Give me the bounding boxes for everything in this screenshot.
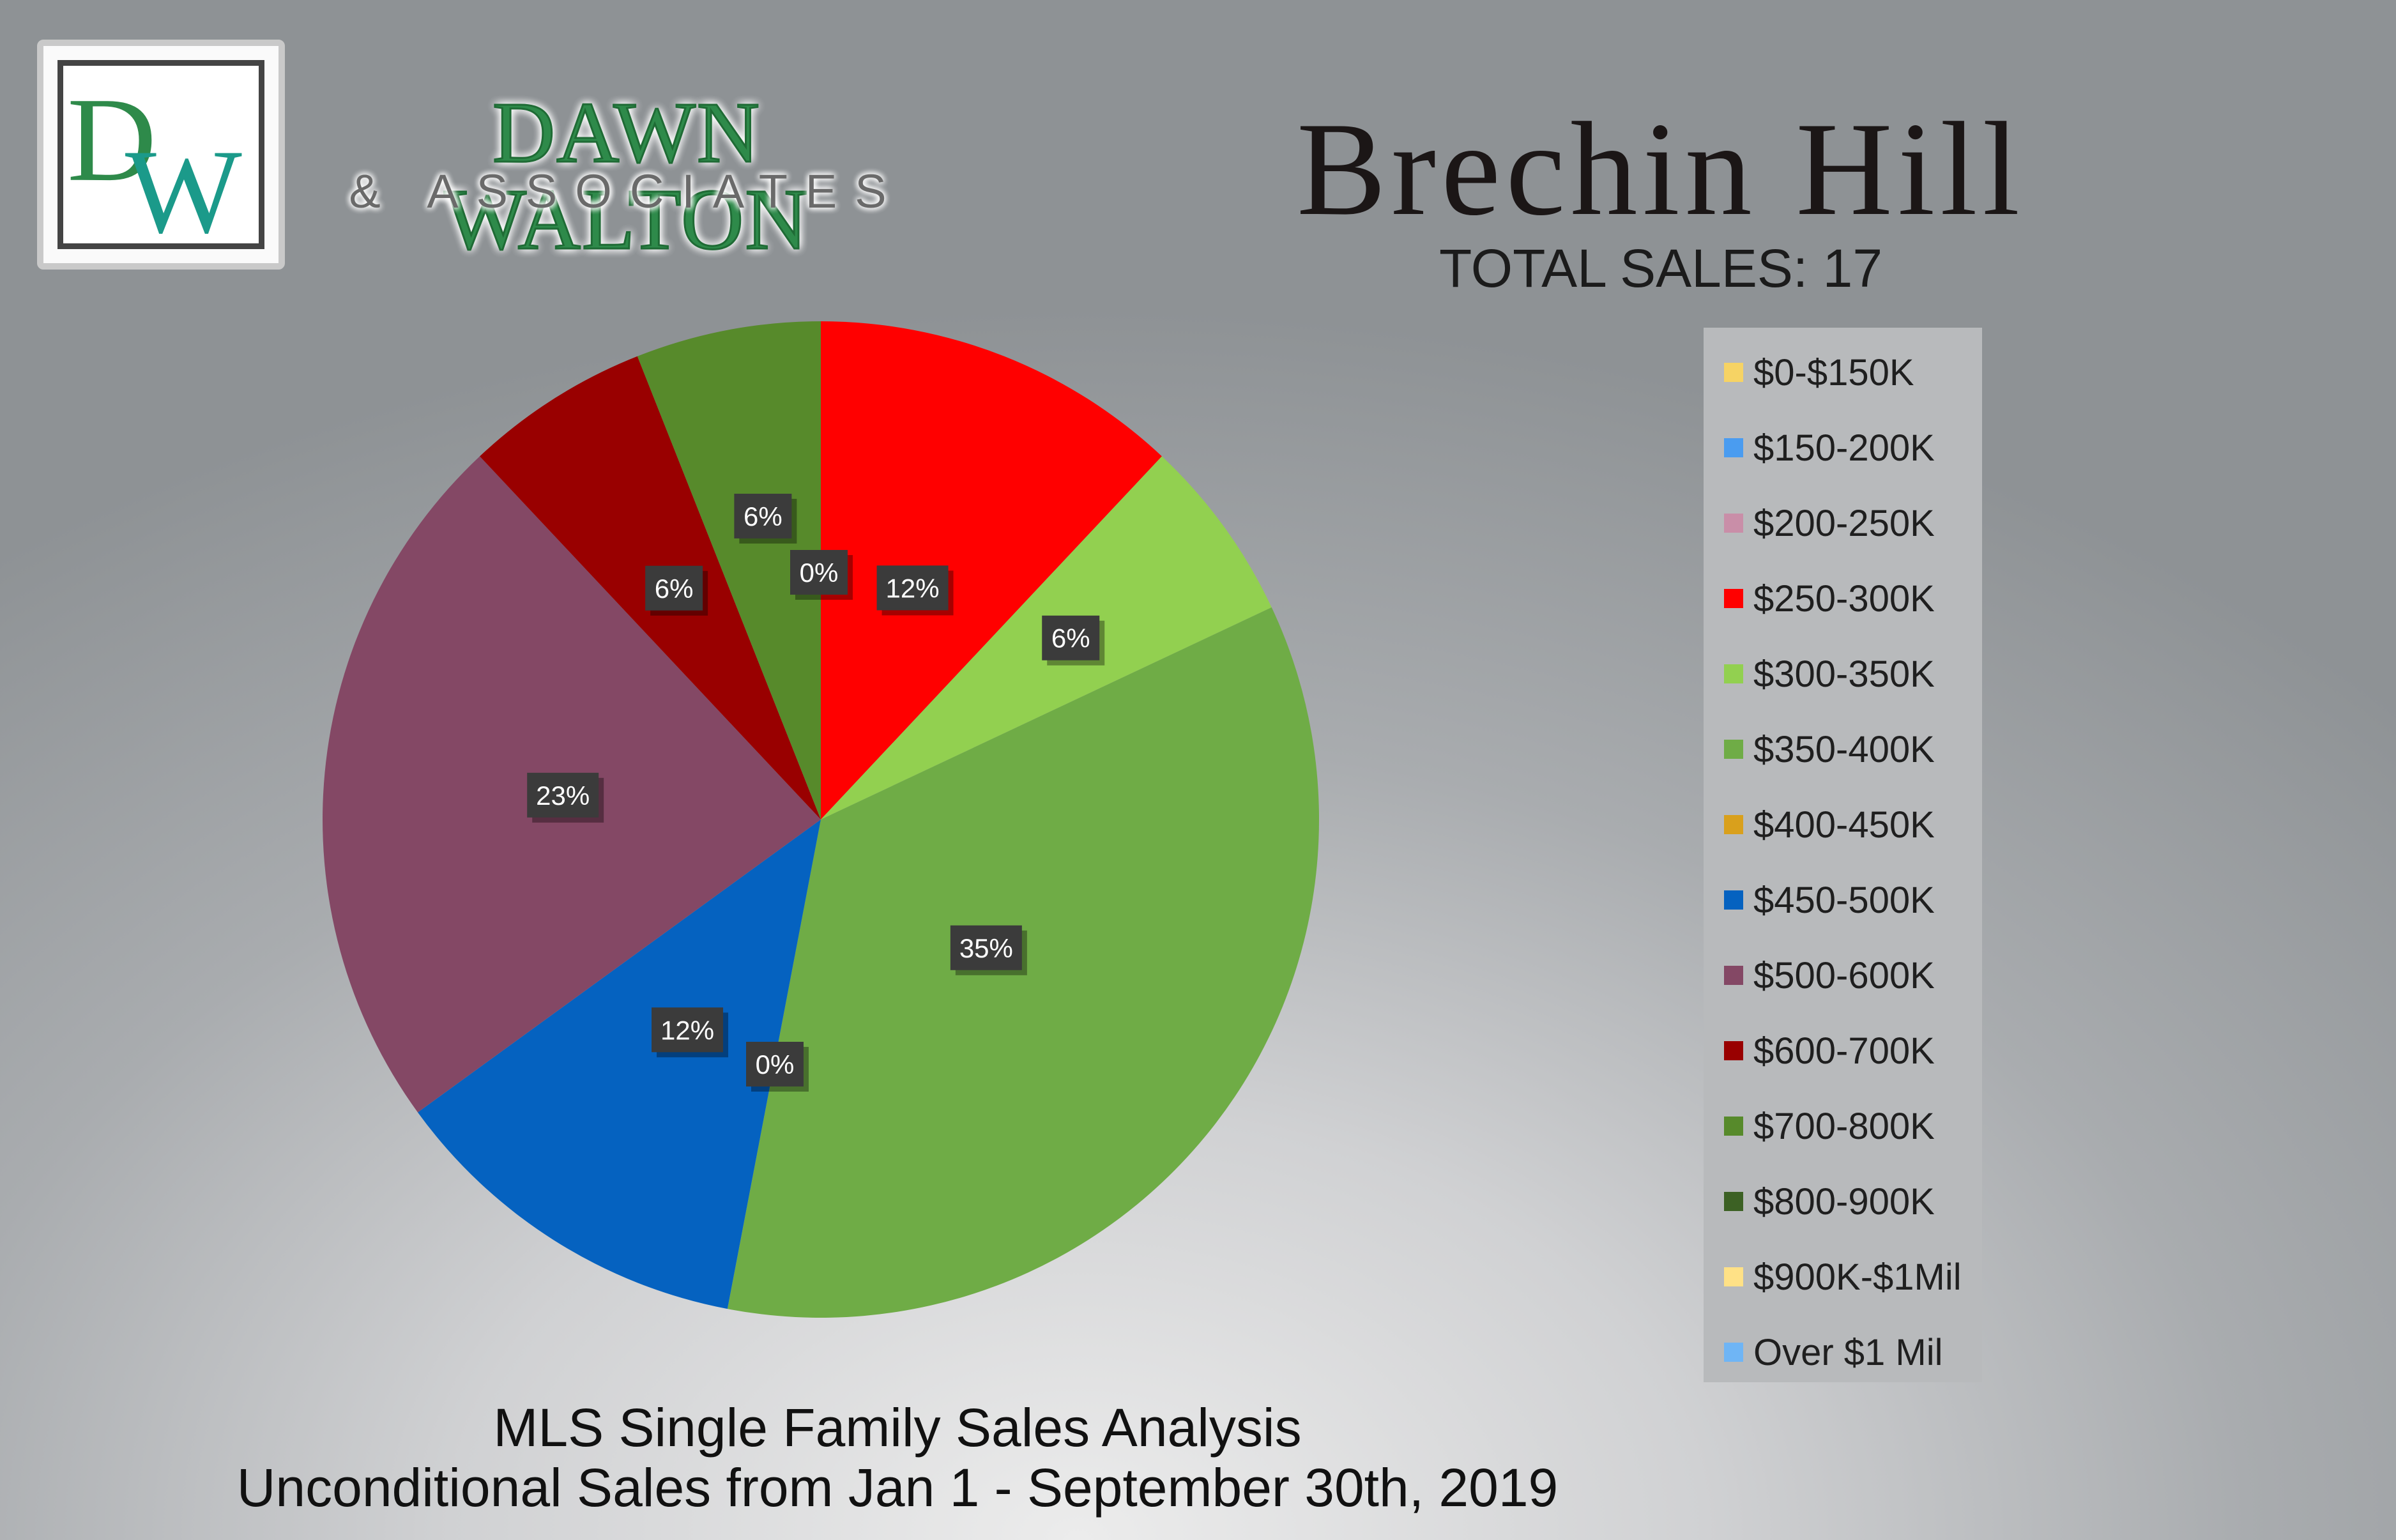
- legend-label: $700-800K: [1753, 1105, 1935, 1147]
- legend-item-150-200k: $150-200K: [1724, 422, 1935, 473]
- legend-item-450-500k: $450-500K: [1724, 874, 1935, 926]
- svg-text:12%: 12%: [660, 1015, 714, 1045]
- legend-item-300-350k: $300-350K: [1724, 648, 1935, 699]
- data-label-250-300k: 12%: [876, 565, 954, 616]
- legend-label: $500-600K: [1753, 954, 1935, 996]
- legend-label: $600-700K: [1753, 1030, 1935, 1072]
- data-label-450-500k: 12%: [652, 1007, 729, 1058]
- legend-swatch: [1724, 1117, 1743, 1136]
- legend-swatch: [1724, 514, 1743, 533]
- chart-title: Brechin Hill: [1297, 95, 2025, 243]
- legend-swatch: [1724, 890, 1743, 910]
- svg-text:6%: 6%: [744, 501, 782, 531]
- legend-swatch: [1724, 1041, 1743, 1060]
- legend-item-200-250k: $200-250K: [1724, 498, 1935, 549]
- legend-swatch: [1724, 1192, 1743, 1211]
- svg-text:35%: 35%: [959, 933, 1013, 963]
- footer-line-1: MLS Single Family Sales Analysis: [493, 1398, 1302, 1458]
- legend-swatch: [1724, 664, 1743, 683]
- pie-slice-450-500k: [417, 820, 821, 1309]
- legend-label: $350-400K: [1753, 728, 1935, 770]
- pie-slice-250-300k: [821, 321, 1162, 820]
- chart-subtitle: TOTAL SALES: 17: [1438, 238, 1883, 298]
- data-label-800-900k: 0%: [790, 550, 853, 600]
- company-logo: D W: [37, 40, 285, 270]
- legend-label: Over $1 Mil: [1753, 1331, 1943, 1373]
- svg-text:W: W: [125, 125, 242, 243]
- legend-label: $150-200K: [1753, 427, 1935, 469]
- data-label-500-600k: 23%: [527, 772, 604, 823]
- legend-item-over-1-mil: Over $1 Mil: [1724, 1327, 1943, 1378]
- legend-label: $450-500K: [1753, 879, 1935, 921]
- legend-item-500-600k: $500-600K: [1724, 950, 1935, 1001]
- chart-footer: MLS Single Family Sales Analysis Uncondi…: [0, 1398, 1795, 1518]
- chart-legend: $0-$150K $150-200K $200-250K $250-300K $300-…: [1704, 328, 1982, 1382]
- legend-label: $400-450K: [1753, 804, 1935, 846]
- legend-swatch: [1724, 740, 1743, 759]
- data-label-600-700k: 6%: [645, 565, 708, 616]
- legend-item-800-900k: $800-900K: [1724, 1176, 1935, 1227]
- legend-swatch: [1724, 966, 1743, 985]
- brand-name: DAWN WALTON: [443, 85, 809, 268]
- svg-text:6%: 6%: [1051, 623, 1090, 653]
- data-label-350-400k: 35%: [950, 925, 1027, 975]
- brand-subtitle: & ASSOCIATES: [349, 165, 904, 218]
- legend-swatch: [1724, 589, 1743, 608]
- legend-label: $800-900K: [1753, 1180, 1935, 1223]
- legend-label: $0-$150K: [1753, 351, 1914, 393]
- legend-item-350-400k: $350-400K: [1724, 724, 1935, 775]
- footer-line-2: Unconditional Sales from Jan 1 - Septemb…: [236, 1458, 1559, 1518]
- legend-swatch: [1724, 438, 1743, 457]
- legend-swatch: [1724, 363, 1743, 382]
- legend-swatch: [1724, 815, 1743, 834]
- svg-text:0%: 0%: [800, 558, 839, 588]
- svg-text:12%: 12%: [886, 573, 940, 603]
- pie-slice-700-800k: [637, 321, 821, 820]
- legend-swatch: [1724, 1267, 1743, 1286]
- legend-swatch: [1724, 1343, 1743, 1362]
- svg-text:23%: 23%: [536, 781, 590, 811]
- legend-item-0-150k: $0-$150K: [1724, 347, 1914, 398]
- svg-text:0%: 0%: [756, 1049, 795, 1079]
- legend-item-600-700k: $600-700K: [1724, 1025, 1935, 1076]
- legend-item-900k-1mil: $900K-$1Mil: [1724, 1251, 1962, 1302]
- legend-label: $200-250K: [1753, 502, 1935, 544]
- legend-label: $250-300K: [1753, 577, 1935, 620]
- legend-item-700-800k: $700-800K: [1724, 1101, 1935, 1152]
- svg-text:D: D: [67, 73, 156, 206]
- svg-text:6%: 6%: [655, 574, 694, 604]
- pie-slice-350-400k: [727, 607, 1319, 1318]
- legend-item-250-300k: $250-300K: [1724, 573, 1935, 624]
- data-label-700-800k: 6%: [734, 493, 797, 544]
- legend-item-400-450k: $400-450K: [1724, 799, 1935, 850]
- data-label-400-450k: 0%: [746, 1042, 809, 1092]
- logo-monogram: D W: [57, 60, 264, 249]
- data-label-300-350k: 6%: [1042, 615, 1105, 666]
- legend-label: $300-350K: [1753, 653, 1935, 695]
- legend-label: $900K-$1Mil: [1753, 1256, 1962, 1298]
